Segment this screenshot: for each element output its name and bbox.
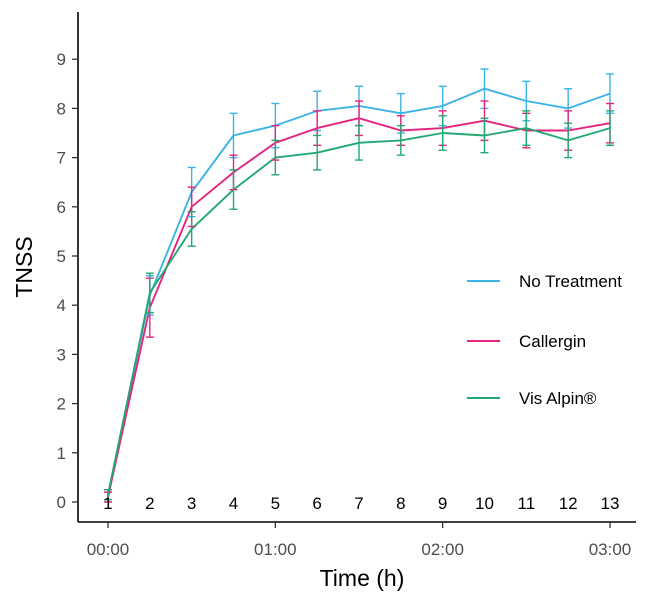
point-number-label: 7 [354, 494, 363, 513]
error-bar [396, 124, 405, 156]
x-axis-title: Time (h) [320, 565, 405, 591]
y-axis-ticks: 0 1 2 3 4 5 6 7 8 9 [57, 50, 78, 512]
point-number-labels: 1 2 3 4 5 6 7 8 9 10 11 12 13 [103, 494, 619, 513]
legend-item: Vis Alpin® [467, 389, 597, 408]
point-number-label: 4 [229, 494, 238, 513]
legend-item: Callergin [467, 332, 586, 351]
point-number-label: 12 [559, 494, 578, 513]
legend: No Treatment Callergin Vis Alpin® [467, 272, 622, 408]
legend-label: Callergin [519, 332, 586, 351]
y-tick-label: 8 [57, 99, 66, 118]
axes [77, 12, 636, 523]
legend-label: No Treatment [519, 272, 622, 291]
point-number-label: 6 [312, 494, 321, 513]
y-axis-title: TNSS [11, 236, 37, 297]
x-tick-label: 02:00 [421, 540, 464, 559]
x-tick-label: 03:00 [589, 540, 632, 559]
error-bar [438, 115, 447, 151]
error-bar [145, 272, 154, 314]
error-bar [271, 139, 280, 176]
series-line-1 [107, 117, 611, 498]
point-number-label: 11 [518, 494, 536, 513]
y-tick-label: 4 [57, 296, 66, 315]
x-tick-label: 00:00 [87, 540, 130, 559]
y-tick-label: 1 [57, 444, 66, 463]
error-bar [564, 122, 573, 159]
y-tick-label: 5 [57, 247, 66, 266]
y-tick-label: 2 [57, 395, 66, 414]
point-number-label: 1 [103, 494, 112, 513]
series-line-2 [107, 127, 611, 495]
point-number-label: 3 [187, 494, 196, 513]
error-bar [229, 169, 238, 210]
error-bar [355, 124, 363, 161]
x-axis-ticks: 00:00 01:00 02:00 03:00 [87, 522, 632, 559]
y-tick-label: 6 [57, 198, 66, 217]
point-number-label: 2 [145, 494, 154, 513]
x-tick-label: 01:00 [254, 540, 297, 559]
point-number-label: 5 [271, 494, 280, 513]
point-number-label: 13 [601, 494, 620, 513]
error-bar [104, 489, 112, 501]
point-number-label: 10 [475, 494, 494, 513]
error-bar [313, 134, 322, 171]
error-bars [104, 68, 614, 503]
legend-label: Vis Alpin® [519, 389, 597, 408]
y-tick-label: 7 [57, 149, 66, 168]
error-bar [480, 117, 489, 154]
point-number-label: 8 [396, 494, 405, 513]
legend-item: No Treatment [467, 272, 622, 291]
error-bar [522, 110, 531, 147]
y-tick-label: 9 [57, 50, 66, 69]
error-bar [187, 211, 196, 247]
point-number-label: 9 [438, 494, 447, 513]
y-tick-label: 3 [57, 345, 66, 364]
error-bar [606, 110, 614, 147]
y-tick-label: 0 [57, 493, 66, 512]
